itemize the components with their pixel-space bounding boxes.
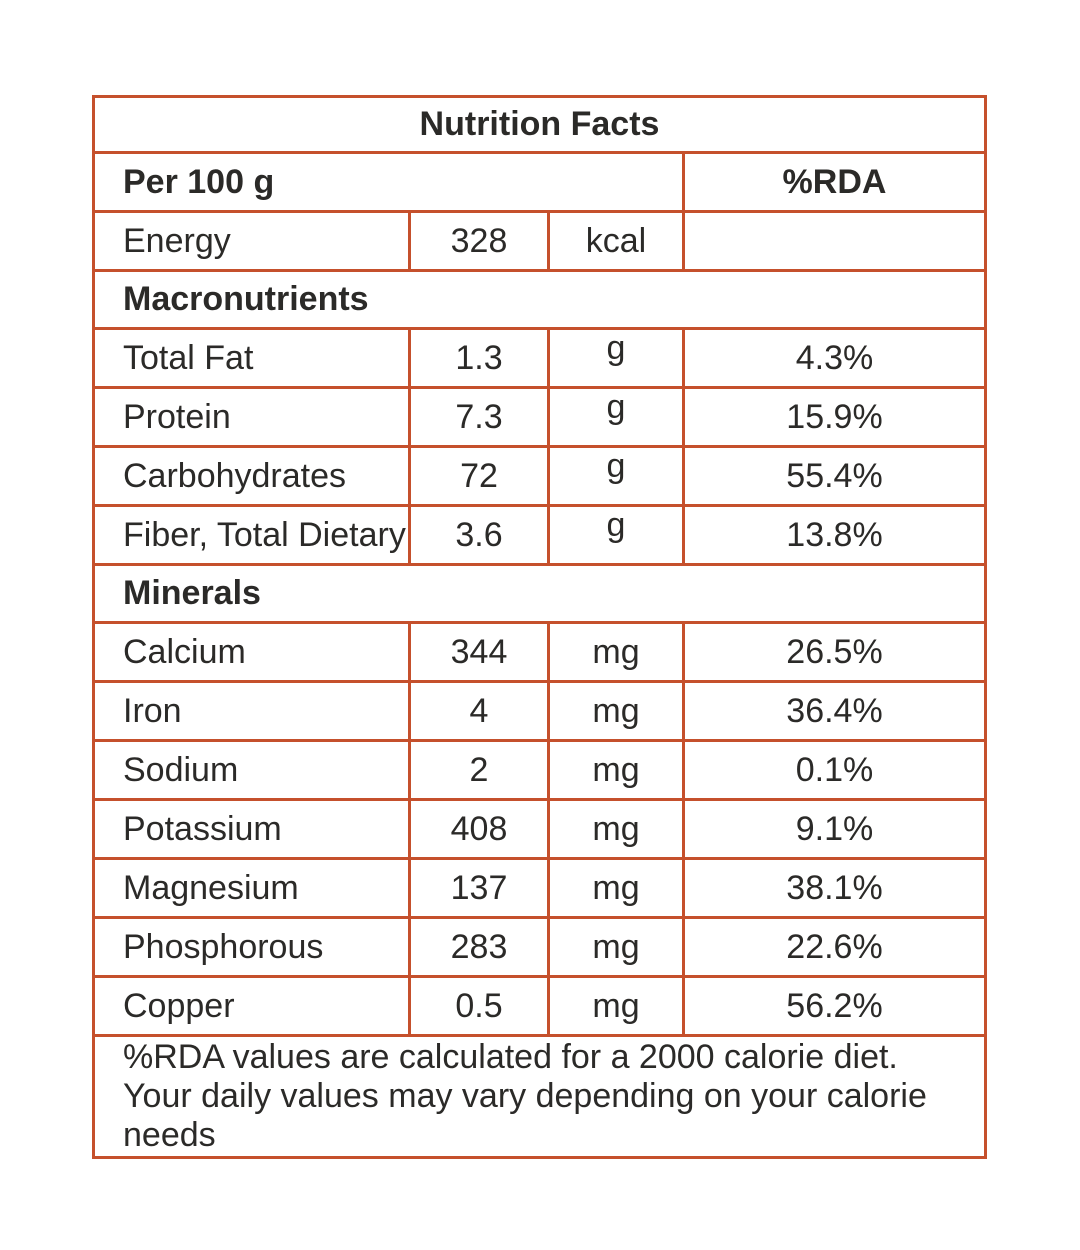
rda-header: %RDA (682, 154, 984, 210)
nutrient-unit: mg (547, 860, 682, 916)
nutrient-rda: 26.5% (682, 624, 984, 680)
nutrient-value: 283 (408, 919, 547, 975)
section-label: Macronutrients (123, 280, 369, 319)
nutrient-value: 2 (408, 742, 547, 798)
nutrient-value: 328 (408, 213, 547, 269)
section-row-macronutrients: Macronutrients (95, 269, 984, 327)
nutrient-unit: mg (547, 978, 682, 1034)
nutrient-value: 137 (408, 860, 547, 916)
nutrient-name: Calcium (123, 632, 246, 671)
nutrient-rda: 13.8% (682, 507, 984, 563)
nutrient-unit: mg (547, 683, 682, 739)
nutrient-unit: g (547, 448, 682, 504)
row-carbohydrates: Carbohydrates 72 g 55.4% (95, 445, 984, 504)
nutrient-unit: mg (547, 801, 682, 857)
row-magnesium: Magnesium 137 mg 38.1% (95, 857, 984, 916)
row-fiber: Fiber, Total Dietary 3.6 g 13.8% (95, 504, 984, 563)
nutrient-value: 4 (408, 683, 547, 739)
nutrient-rda (682, 213, 984, 269)
nutrient-rda: 36.4% (682, 683, 984, 739)
nutrient-value: 344 (408, 624, 547, 680)
section-row-minerals: Minerals (95, 563, 984, 621)
nutrient-value: 408 (408, 801, 547, 857)
nutrient-value: 3.6 (408, 507, 547, 563)
nutrient-rda: 9.1% (682, 801, 984, 857)
nutrient-rda: 15.9% (682, 389, 984, 445)
nutrient-unit: mg (547, 624, 682, 680)
nutrient-unit: g (547, 330, 682, 386)
serving-size-header: Per 100 g (123, 162, 275, 201)
nutrient-name: Potassium (123, 809, 282, 848)
nutrient-value: 72 (408, 448, 547, 504)
nutrient-rda: 22.6% (682, 919, 984, 975)
nutrient-value: 1.3 (408, 330, 547, 386)
nutrient-rda: 55.4% (682, 448, 984, 504)
row-phosphorous: Phosphorous 283 mg 22.6% (95, 916, 984, 975)
nutrition-facts-table: Nutrition Facts Per 100 g %RDA Energy 32… (92, 95, 987, 1159)
nutrient-value: 0.5 (408, 978, 547, 1034)
nutrient-name: Copper (123, 986, 235, 1025)
nutrient-rda: 4.3% (682, 330, 984, 386)
row-total-fat: Total Fat 1.3 g 4.3% (95, 327, 984, 386)
row-sodium: Sodium 2 mg 0.1% (95, 739, 984, 798)
row-iron: Iron 4 mg 36.4% (95, 680, 984, 739)
nutrient-name: Protein (123, 397, 231, 436)
table-title: Nutrition Facts (419, 105, 660, 144)
title-row: Nutrition Facts (95, 98, 984, 151)
row-copper: Copper 0.5 mg 56.2% (95, 975, 984, 1034)
row-calcium: Calcium 344 mg 26.5% (95, 621, 984, 680)
nutrient-name: Energy (123, 221, 231, 260)
nutrient-unit: mg (547, 919, 682, 975)
row-potassium: Potassium 408 mg 9.1% (95, 798, 984, 857)
nutrient-unit: g (547, 507, 682, 563)
section-label: Minerals (123, 574, 261, 613)
nutrient-name: Carbohydrates (123, 456, 347, 495)
nutrient-name: Fiber, Total Dietary (123, 515, 406, 554)
nutrient-rda: 56.2% (682, 978, 984, 1034)
row-energy: Energy 328 kcal (95, 210, 984, 269)
nutrient-unit: kcal (547, 213, 682, 269)
row-protein: Protein 7.3 g 15.9% (95, 386, 984, 445)
nutrient-value: 7.3 (408, 389, 547, 445)
nutrient-rda: 0.1% (682, 742, 984, 798)
nutrient-name: Total Fat (123, 338, 254, 377)
nutrient-rda: 38.1% (682, 860, 984, 916)
nutrient-unit: g (547, 389, 682, 445)
nutrient-name: Sodium (123, 750, 239, 789)
nutrient-name: Iron (123, 691, 182, 730)
rda-footnote: %RDA values are calculated for a 2000 ca… (123, 1038, 927, 1154)
nutrient-name: Magnesium (123, 868, 299, 907)
footnote-row: %RDA values are calculated for a 2000 ca… (95, 1034, 984, 1156)
header-row: Per 100 g %RDA (95, 151, 984, 210)
nutrient-name: Phosphorous (123, 927, 324, 966)
nutrient-unit: mg (547, 742, 682, 798)
